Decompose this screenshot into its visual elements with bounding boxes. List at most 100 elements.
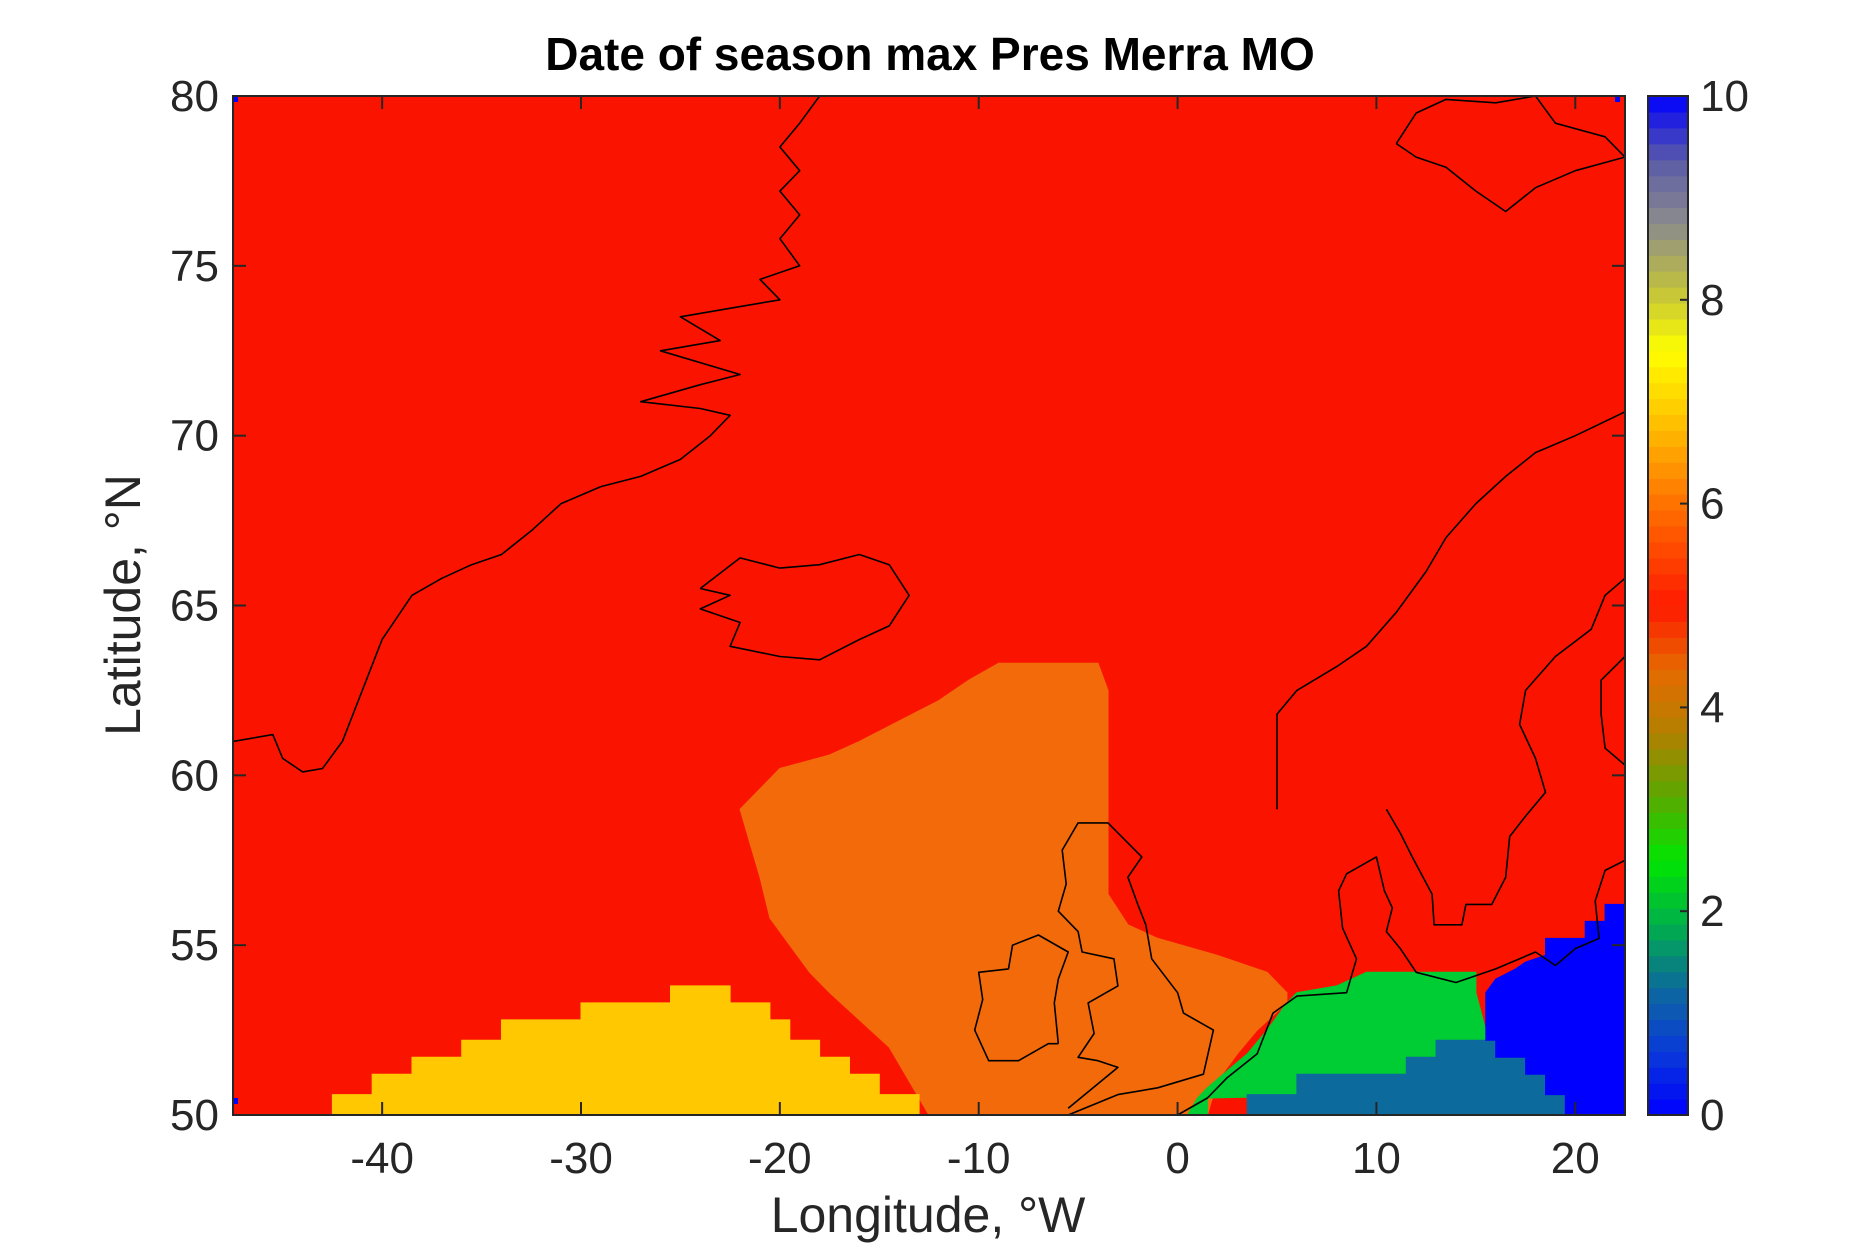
region-1 xyxy=(739,662,1288,1115)
colorbar-segment xyxy=(1648,414,1688,431)
colorbar-segment xyxy=(1648,1003,1688,1021)
colorbar-segment xyxy=(1648,1019,1688,1036)
colorbar-segment xyxy=(1648,96,1688,113)
colorbar-segment xyxy=(1648,955,1688,973)
colorbar-segment xyxy=(1648,892,1688,909)
y-tick-label: 75 xyxy=(170,242,219,291)
colorbar-segment xyxy=(1648,430,1688,447)
colorbar-tick-label: 10 xyxy=(1700,72,1749,121)
colorbar-segment xyxy=(1648,494,1688,511)
plot-area xyxy=(233,96,1625,1115)
colorbar-segment xyxy=(1648,1035,1688,1052)
svalbard-coast xyxy=(1395,96,1625,213)
y-tick-label: 65 xyxy=(170,582,219,631)
britain-coast xyxy=(1057,822,1215,1115)
x-tick-label: -30 xyxy=(549,1134,613,1183)
y-tick-label: 70 xyxy=(170,412,219,461)
colorbar-tick-label: 6 xyxy=(1700,480,1724,529)
colorbar-segment xyxy=(1648,971,1688,989)
x-tick-label: 0 xyxy=(1165,1134,1189,1183)
colorbar-segment xyxy=(1648,748,1688,766)
colorbar-segment xyxy=(1648,876,1688,893)
colorbar-segment xyxy=(1648,143,1688,161)
x-tick-label: 10 xyxy=(1352,1134,1401,1183)
greenland-coast xyxy=(233,96,821,773)
colorbar-segment xyxy=(1648,605,1688,623)
colorbar-segment xyxy=(1648,462,1688,479)
colorbar-segment xyxy=(1648,796,1688,814)
colorbar-segment xyxy=(1648,828,1688,845)
colorbar-segment xyxy=(1648,621,1688,638)
y-axis-label: Latitude, °N xyxy=(95,474,151,736)
colorbar: 0 2 4 6 8 10 xyxy=(1647,72,1749,1140)
scandinavia-coast xyxy=(1276,411,1625,810)
colorbar-segment xyxy=(1648,239,1688,256)
colorbar-segment xyxy=(1648,302,1688,320)
colorbar-segment xyxy=(1648,685,1688,702)
y-tick-label: 55 xyxy=(170,921,219,970)
colorbar-segment xyxy=(1648,780,1688,798)
colorbar-segment xyxy=(1648,908,1688,925)
colorbar-segment xyxy=(1648,207,1688,224)
colorbar-segment xyxy=(1648,159,1688,177)
colorbar-segment xyxy=(1648,844,1688,861)
colorbar-segment xyxy=(1648,716,1688,734)
colorbar-segment xyxy=(1648,1099,1688,1116)
colorbar-segment xyxy=(1648,764,1688,782)
y-axis: 50 55 60 65 70 75 80 xyxy=(170,72,1625,1140)
corner-cell-1 xyxy=(233,96,238,102)
region-5 xyxy=(1485,903,1625,1115)
colorbar-segment xyxy=(1648,923,1688,941)
y-tick-label: 80 xyxy=(170,72,219,121)
x-tick-label: -40 xyxy=(350,1134,414,1183)
colorbar-segment xyxy=(1648,127,1688,145)
colorbar-tick-label: 8 xyxy=(1700,276,1724,325)
chart-title: Date of season max Pres Merra MO xyxy=(545,28,1315,80)
x-tick-label: 20 xyxy=(1551,1134,1600,1183)
colorbar-segment xyxy=(1648,255,1688,272)
colorbar-segment xyxy=(1648,637,1688,654)
x-axis-label: Longitude, °W xyxy=(771,1187,1086,1243)
colorbar-segment xyxy=(1648,1067,1688,1084)
corner-cell-2 xyxy=(233,1098,238,1105)
plot-cells xyxy=(233,96,1625,1115)
x-axis: -40 -30 -20 -10 0 10 20 xyxy=(350,96,1600,1183)
colorbar-segment xyxy=(1648,812,1688,829)
colorbar-segment xyxy=(1648,669,1688,686)
colorbar-segment xyxy=(1648,478,1688,495)
sweden-coast xyxy=(1385,577,1625,926)
colorbar-segment xyxy=(1648,860,1688,877)
colorbar-segment xyxy=(1648,653,1688,670)
colorbar-segment xyxy=(1648,334,1688,352)
colorbar-segment xyxy=(1648,701,1688,718)
colorbar-tick-label: 0 xyxy=(1700,1091,1724,1140)
y-tick-label: 50 xyxy=(170,1091,219,1140)
x-tick-label: -10 xyxy=(947,1134,1011,1183)
colorbar-tick-label: 2 xyxy=(1700,887,1724,936)
colorbar-segment xyxy=(1648,287,1688,304)
iceland-coast xyxy=(699,553,910,661)
colorbar-segment xyxy=(1648,732,1688,750)
colorbar-segment xyxy=(1648,175,1688,193)
finland-coast xyxy=(1600,655,1625,766)
region-2 xyxy=(331,985,920,1115)
colorbar-segment xyxy=(1648,271,1688,288)
colorbar-segment xyxy=(1648,557,1688,575)
colorbar-segment xyxy=(1648,223,1688,240)
colorbar-segment xyxy=(1648,366,1688,384)
colorbar-segment xyxy=(1648,573,1688,591)
colorbar-segment xyxy=(1648,350,1688,368)
colorbar-tick-label: 4 xyxy=(1700,683,1724,732)
colorbar-segment xyxy=(1648,525,1688,543)
colorbar-segment xyxy=(1648,318,1688,336)
colorbar-segment xyxy=(1648,987,1688,1005)
colorbar-segment xyxy=(1648,589,1688,607)
colorbar-segment xyxy=(1648,939,1688,957)
y-tick-label: 60 xyxy=(170,751,219,800)
ireland-coast xyxy=(973,934,1069,1062)
colorbar-segment xyxy=(1648,191,1688,209)
colorbar-segment xyxy=(1648,382,1688,400)
colorbar-segment xyxy=(1648,446,1688,463)
europe-coast xyxy=(1177,856,1625,1115)
